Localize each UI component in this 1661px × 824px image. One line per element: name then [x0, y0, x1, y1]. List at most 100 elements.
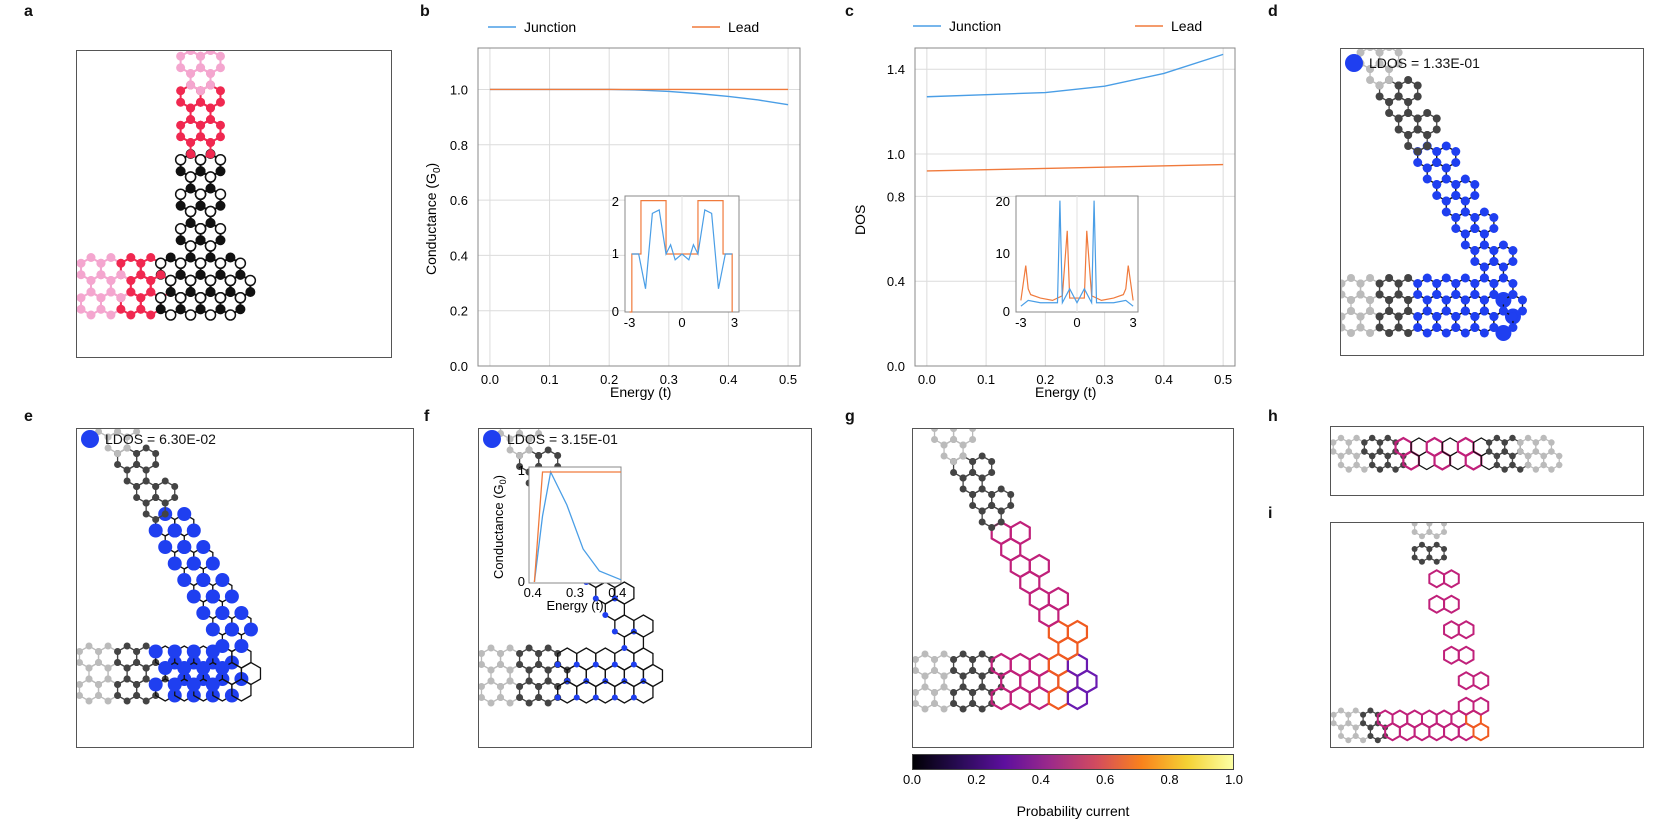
lattice-site — [1432, 114, 1441, 123]
lattice-site — [185, 287, 196, 297]
hexagon-cell — [623, 630, 645, 655]
lattice-site — [1394, 59, 1403, 68]
lattice-site — [215, 132, 225, 142]
lattice-site — [165, 252, 176, 263]
lattice-site — [1384, 434, 1391, 442]
hexagon-cell — [202, 595, 224, 620]
lattice-site — [592, 694, 599, 701]
lattice-site — [611, 628, 618, 635]
lattice-site — [1479, 273, 1489, 283]
hexagon-cell — [1457, 620, 1475, 640]
lattice-site — [1385, 109, 1394, 117]
lattice-site — [185, 252, 196, 263]
lattice-site — [1508, 257, 1518, 266]
lattice-site — [1489, 323, 1499, 332]
lattice-site-open — [194, 154, 207, 166]
lattice-site — [1352, 707, 1359, 714]
inset-y-tick: 1 — [612, 246, 619, 261]
lattice-site — [516, 694, 524, 701]
lattice-site — [96, 293, 106, 303]
lattice-site — [152, 461, 160, 468]
lattice-site-open — [214, 154, 227, 166]
inset-x-tick: 0 — [678, 315, 685, 330]
legend-lead: Lead — [1171, 18, 1202, 34]
lattice-site — [186, 69, 196, 78]
ldos-legend: LDOS = 3.15E-01 — [483, 430, 618, 448]
plot-area — [477, 47, 801, 367]
panel-b: Junction Lead 0.0 0.1 0.2 0.3 0.4 0.5 0.0 0.2 0.… — [420, 10, 820, 405]
lattice-site — [1361, 448, 1368, 455]
lattice-site — [535, 430, 543, 437]
lattice-site — [156, 270, 166, 280]
lattice-site-open — [204, 274, 217, 287]
lattice-site — [959, 441, 967, 449]
hexagon-cell — [1428, 594, 1446, 614]
lattice-site-open — [204, 205, 217, 218]
lattice-site-open — [154, 292, 167, 304]
lattice-site — [1509, 461, 1516, 469]
lattice-site — [1485, 448, 1493, 455]
lattice-site-open — [174, 223, 187, 235]
lattice-site — [225, 287, 236, 297]
hexagon-cell — [1472, 696, 1490, 716]
lattice-site — [1498, 306, 1508, 316]
inset-y-tick: 0 — [612, 304, 619, 319]
inset-junction-curve — [631, 209, 733, 289]
lattice-site — [1368, 452, 1376, 460]
lattice-site — [133, 450, 141, 457]
lattice-site — [106, 253, 116, 262]
lattice-site — [1489, 257, 1499, 266]
lattice-site — [177, 573, 192, 587]
lattice-site — [161, 477, 169, 485]
y-tick-label: 0.0 — [450, 359, 468, 374]
lattice-site — [1489, 279, 1499, 288]
lattice-site — [988, 469, 996, 476]
lattice-site — [921, 683, 929, 691]
lattice-site — [104, 664, 112, 672]
lattice-site — [146, 287, 156, 297]
lattice-site-open — [174, 257, 187, 269]
inset-y-label: Conductance (G0) — [491, 475, 508, 579]
ldos-dot-icon — [483, 430, 501, 448]
lattice-site-open — [184, 309, 197, 321]
lattice-site — [1345, 466, 1352, 473]
lattice-site — [1532, 448, 1540, 455]
lattice-site — [969, 502, 977, 509]
panel-d-frame: LDOS = 1.33E-01 — [1337, 43, 1644, 356]
y-axis-label: DOS — [852, 205, 868, 235]
lattice-site — [1384, 452, 1391, 460]
lattice-site — [1432, 125, 1441, 134]
hexagon-cell — [1057, 636, 1079, 661]
lattice-site — [75, 659, 83, 666]
lattice-site-open — [184, 274, 197, 287]
lattice-site — [235, 304, 246, 315]
lattice-site — [1413, 312, 1423, 321]
lattice-site — [1418, 533, 1425, 540]
y-tick-label: 0.8 — [887, 189, 905, 204]
lattice-site — [1337, 290, 1346, 299]
lattice-site — [215, 661, 230, 675]
lattice-site — [1356, 312, 1365, 321]
lattice-site — [176, 63, 186, 73]
lattice-site — [940, 705, 948, 713]
lattice-site — [136, 293, 146, 303]
lattice-site — [171, 494, 179, 501]
lattice-site — [133, 461, 141, 468]
lattice-site — [497, 694, 505, 701]
lattice-site — [1548, 466, 1555, 473]
lattice-site — [1366, 296, 1375, 304]
lattice-site — [1460, 306, 1470, 316]
lattice-site — [1509, 452, 1516, 460]
lattice-site — [497, 683, 505, 690]
lattice-site — [76, 258, 86, 268]
lattice-site — [104, 444, 112, 452]
lattice-site — [1540, 461, 1547, 469]
hexagon-cell — [1443, 620, 1460, 640]
lattice-site — [1338, 724, 1344, 731]
lattice-site — [1509, 434, 1516, 442]
lattice-site — [133, 428, 141, 435]
lattice-site — [1352, 724, 1359, 731]
lattice-site — [516, 463, 524, 470]
lattice-site — [1422, 328, 1432, 338]
panel-label-d: d — [1268, 3, 1278, 20]
